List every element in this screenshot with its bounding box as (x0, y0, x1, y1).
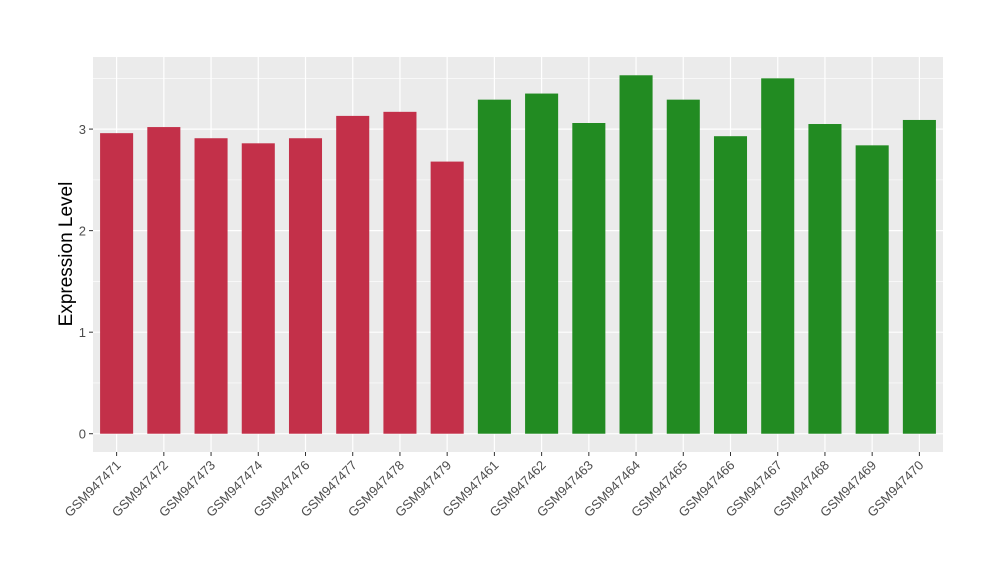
bar-GSM947461 (477, 99, 511, 434)
bar-GSM947476 (288, 138, 323, 434)
bar-GSM947473 (194, 138, 228, 434)
bar-GSM947462 (525, 93, 559, 434)
plot-panel (93, 57, 943, 452)
x-axis: GSM947471GSM947472GSM947473GSM947474GSM9… (62, 452, 927, 520)
bar-GSM947469 (855, 145, 889, 434)
bar-GSM947477 (336, 115, 370, 434)
bar-GSM947471 (100, 133, 134, 434)
bar-GSM947474 (241, 143, 275, 434)
bar-GSM947470 (902, 119, 936, 434)
y-axis-label: Expression Level (56, 182, 77, 327)
y-tick-label: 3 (79, 122, 86, 137)
bar-GSM947464 (619, 75, 653, 434)
y-tick-label: 1 (79, 325, 86, 340)
bar-GSM947465 (666, 99, 700, 434)
bar-GSM947467 (761, 78, 795, 434)
bar-GSM947466 (713, 136, 748, 434)
y-tick-label: 0 (79, 427, 86, 442)
bars (100, 75, 936, 434)
bar-GSM947463 (572, 123, 606, 434)
y-axis: 0 1 2 3 (79, 122, 93, 442)
bar-GSM947472 (147, 127, 181, 434)
y-tick-label: 2 (79, 224, 86, 239)
bar-GSM947479 (430, 161, 464, 434)
bar-GSM947478 (383, 111, 417, 434)
bar-GSM947468 (808, 124, 842, 434)
